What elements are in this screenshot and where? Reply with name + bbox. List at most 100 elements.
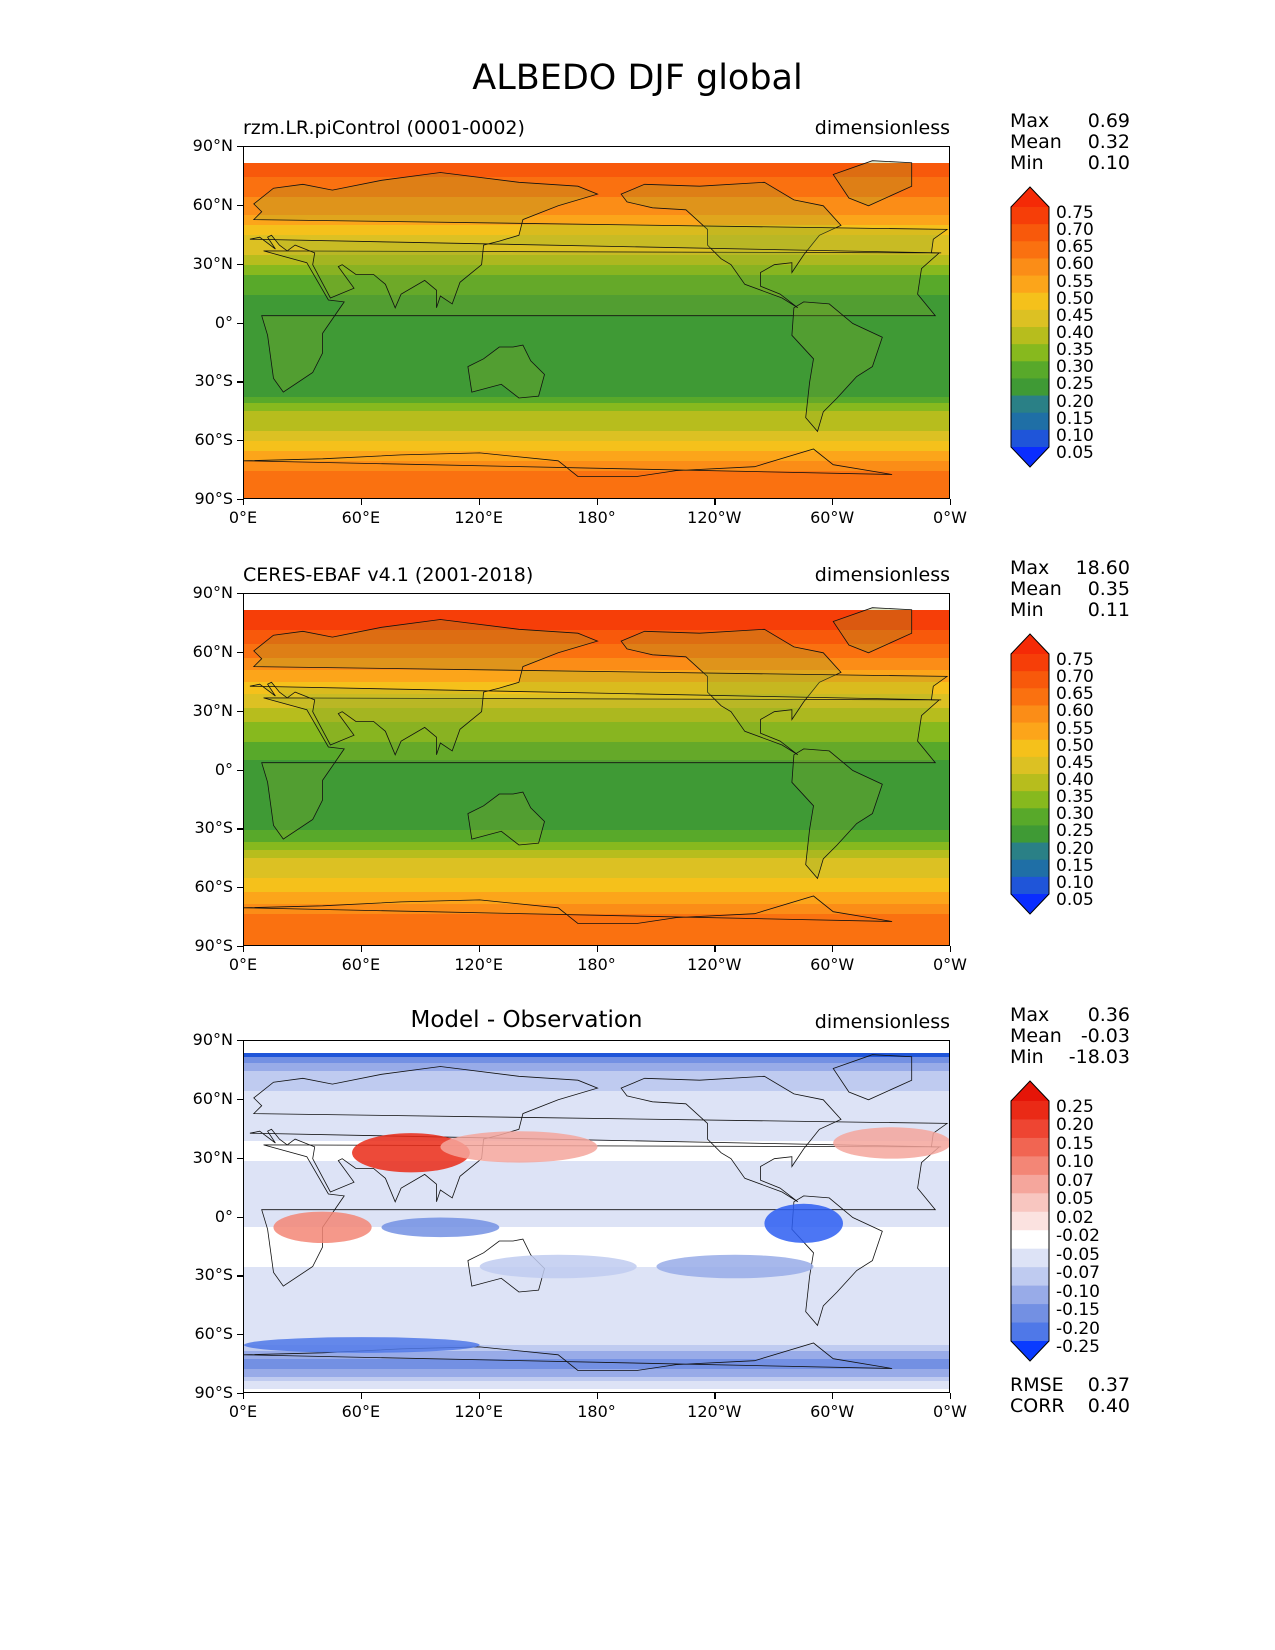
map-band — [244, 1175, 949, 1178]
map-band — [244, 1339, 949, 1342]
map-band — [244, 606, 949, 609]
colorbar-label: 0.05 — [1056, 1189, 1094, 1210]
map-band — [244, 1391, 949, 1392]
map-band — [244, 940, 949, 943]
map-band — [244, 463, 949, 466]
map-band — [244, 788, 949, 791]
y-tick-label: 60°N — [192, 1088, 233, 1108]
map-band — [244, 838, 949, 841]
y-tick-label: 90°N — [192, 136, 233, 155]
map-band — [244, 373, 949, 376]
map-band — [244, 760, 949, 763]
map-band — [244, 1287, 949, 1290]
map-band — [244, 199, 949, 202]
map-band — [244, 802, 949, 805]
coastline — [467, 344, 545, 399]
map-band — [244, 339, 949, 342]
map-band — [244, 1297, 949, 1300]
map-band — [244, 714, 949, 717]
anomaly-patch — [764, 1203, 843, 1243]
map-band — [244, 1209, 949, 1212]
map-band — [244, 1067, 949, 1070]
map-band — [244, 796, 949, 799]
coastline — [791, 748, 883, 880]
map-band — [244, 379, 949, 382]
map-band — [244, 1305, 949, 1308]
map-band — [244, 886, 949, 889]
map-band — [244, 722, 949, 725]
stat-label: CORR — [1010, 1395, 1065, 1417]
map-band — [244, 710, 949, 713]
map-band — [244, 832, 949, 835]
map-band — [244, 1345, 949, 1348]
map-band — [244, 724, 949, 727]
map-band — [244, 149, 949, 152]
map-band — [244, 664, 949, 667]
map-band — [244, 1351, 949, 1354]
map-band — [244, 329, 949, 332]
map-band — [244, 179, 949, 182]
map-band — [244, 666, 949, 669]
map-band — [244, 1293, 949, 1296]
map-band — [244, 195, 949, 198]
map-band — [244, 662, 949, 665]
map-band — [244, 1191, 949, 1194]
stat-label: Min — [1010, 599, 1044, 621]
map-band — [244, 1119, 949, 1122]
map-band — [244, 1365, 949, 1368]
stat-value: 0.37 — [1087, 1374, 1130, 1396]
map-band — [244, 433, 949, 436]
map-band — [244, 1239, 949, 1242]
y-tick-mark — [237, 1334, 243, 1336]
map-band — [244, 690, 949, 693]
colorbar-label: -0.05 — [1056, 1244, 1100, 1265]
y-tick-mark — [237, 204, 243, 207]
map-band — [244, 331, 949, 334]
map-band — [244, 750, 949, 753]
map-band — [244, 716, 949, 719]
colorbar-segment — [1011, 1174, 1049, 1194]
map-band — [244, 1213, 949, 1216]
anomaly-patch — [244, 1337, 480, 1353]
map-band — [244, 1093, 949, 1096]
map-band — [244, 1059, 949, 1062]
map-band — [244, 696, 949, 699]
colorbar-extend-top — [1011, 1081, 1049, 1101]
map-band — [244, 213, 949, 216]
map-band — [244, 890, 949, 893]
x-tick-mark — [714, 946, 716, 952]
x-tick-mark — [243, 499, 245, 505]
units-label: dimensionless — [814, 564, 950, 586]
map-band — [244, 912, 949, 915]
map-band — [244, 351, 949, 354]
map-band — [244, 1383, 949, 1386]
map-band — [244, 1241, 949, 1244]
y-tick-mark — [237, 828, 243, 830]
colorbar-segment — [1011, 842, 1049, 861]
colorbar-segment — [1011, 207, 1049, 225]
map-band — [244, 1083, 949, 1086]
colorbar-label: 0.35 — [1056, 340, 1094, 361]
map-band — [244, 848, 949, 851]
coastline — [620, 181, 842, 309]
map-band — [244, 449, 949, 452]
map-band — [244, 419, 949, 422]
colorbar-label: 0.50 — [1056, 288, 1094, 309]
colorbar — [1010, 633, 1050, 915]
map-band — [244, 740, 949, 743]
colorbar-label: 0.40 — [1056, 323, 1094, 343]
x-tick-label: 0°W — [933, 508, 967, 527]
colorbar-label: 0.10 — [1056, 872, 1094, 893]
map-band — [244, 203, 949, 206]
map-band — [244, 768, 949, 771]
map-band — [244, 858, 949, 861]
map-band — [244, 626, 949, 629]
colorbar-segment — [1011, 1322, 1049, 1342]
colorbar-segment — [1011, 292, 1049, 311]
map-band — [244, 407, 949, 410]
map-canvas — [244, 147, 949, 498]
map-band — [244, 189, 949, 192]
map-band — [244, 932, 949, 935]
colorbar-segment — [1011, 224, 1049, 242]
stat-label: Max — [1010, 1004, 1050, 1026]
